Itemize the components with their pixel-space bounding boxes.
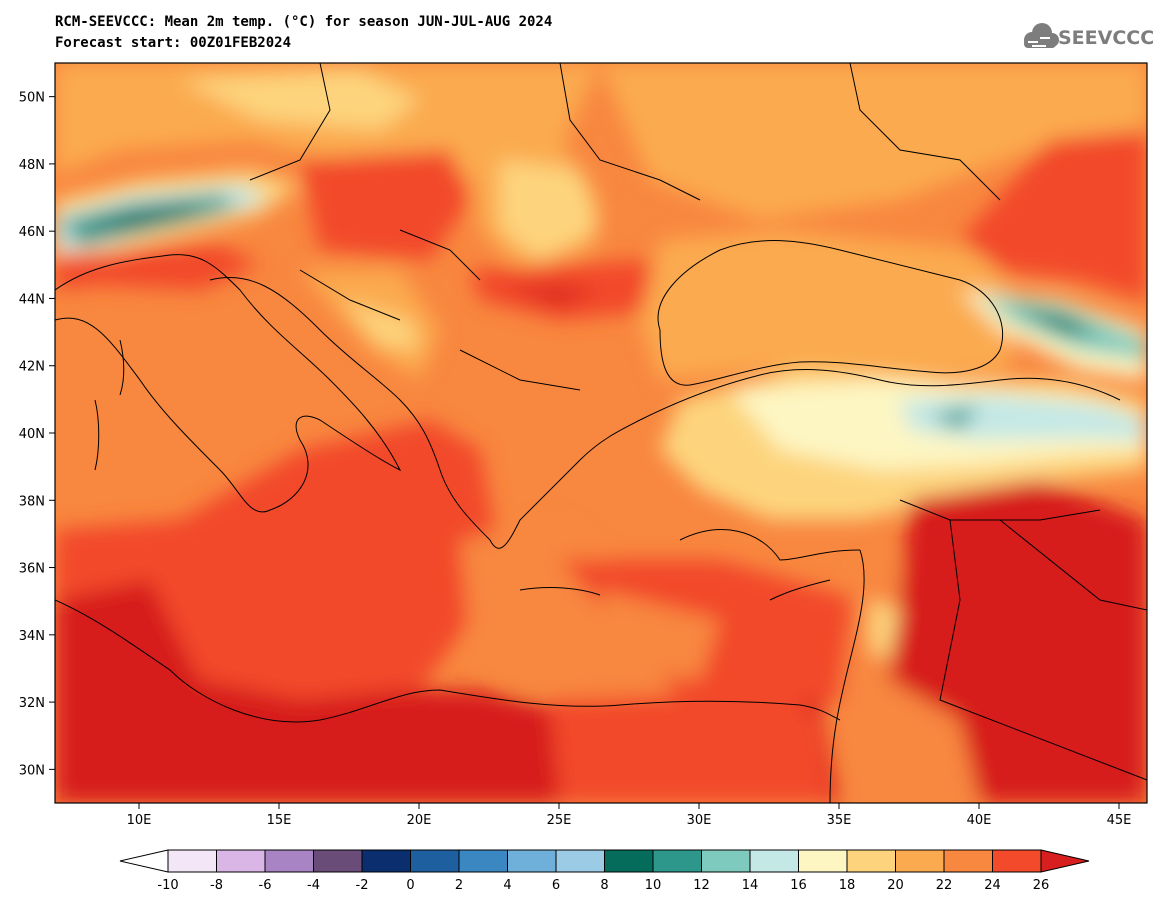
- colorbar-swatch: [943, 849, 993, 873]
- colorbar-under-triangle: [119, 849, 169, 873]
- colorbar-swatch: [555, 849, 605, 873]
- colorbar-label: 2: [455, 878, 463, 893]
- lon-tick-label: 35E: [827, 813, 852, 828]
- colorbar-label: -4: [307, 878, 320, 893]
- coastlines: [55, 63, 1147, 803]
- colorbar-label: 0: [406, 878, 414, 893]
- colorbar-label: -6: [259, 878, 272, 893]
- colorbar-label: 18: [839, 878, 856, 893]
- lat-tick-label: 34N: [19, 629, 45, 644]
- logo-text: SEEVCCC: [1058, 27, 1155, 49]
- colorbar-swatch: [846, 849, 896, 873]
- lat-tick-label: 42N: [19, 360, 45, 375]
- lat-tick-label: 46N: [19, 225, 45, 240]
- chart-title: RCM-SEEVCCC: Mean 2m temp. (°C) for seas…: [55, 14, 553, 30]
- colorbar-label: -2: [356, 878, 369, 893]
- lon-tick-label: 20E: [407, 813, 432, 828]
- lon-tick-label: 30E: [687, 813, 712, 828]
- lon-tick-label: 15E: [267, 813, 292, 828]
- colorbar-swatch: [992, 849, 1042, 873]
- lon-tick-label: 40E: [967, 813, 992, 828]
- colorbar-label: 12: [693, 878, 710, 893]
- colorbar-label: -8: [210, 878, 223, 893]
- colorbar-swatch: [604, 849, 654, 873]
- temperature-field: [55, 63, 1147, 803]
- lon-tick-label: 45E: [1107, 813, 1132, 828]
- colorbar-label: 22: [936, 878, 953, 893]
- forecast-start-label: Forecast start: 00Z01FEB2024: [55, 35, 292, 51]
- colorbar-label: 14: [742, 878, 759, 893]
- cloud-icon: [1024, 23, 1059, 48]
- lat-tick-label: 36N: [19, 562, 45, 577]
- colorbar-swatch: [507, 849, 557, 873]
- colorbar-swatch: [216, 849, 266, 873]
- colorbar-over-triangle: [1040, 849, 1090, 873]
- colorbar-label: 8: [600, 878, 608, 893]
- colorbar-swatch: [313, 849, 363, 873]
- lat-tick-label: 40N: [19, 427, 45, 442]
- lat-tick-label: 50N: [19, 91, 45, 106]
- colorbar-swatch: [895, 849, 945, 873]
- colorbar-label: 6: [552, 878, 560, 893]
- lat-tick-label: 44N: [19, 292, 45, 307]
- colorbar: -10 -8 -6 -4 -2 0 2 4 6 8 10 12 14 16 18 20 22 24 26: [119, 849, 1090, 893]
- lat-tick-label: 38N: [19, 494, 45, 509]
- lat-tick-label: 30N: [19, 763, 45, 778]
- colorbar-label: 26: [1033, 878, 1050, 893]
- colorbar-swatch: [264, 849, 314, 873]
- lon-tick-label: 10E: [127, 813, 152, 828]
- colorbar-swatch: [701, 849, 751, 873]
- colorbar-swatch: [458, 849, 508, 873]
- colorbar-swatch: [652, 849, 702, 873]
- colorbar-swatch: [749, 849, 799, 873]
- colorbar-label: -10: [157, 878, 178, 893]
- colorbar-label: 24: [984, 878, 1001, 893]
- lat-tick-label: 48N: [19, 158, 45, 173]
- colorbar-swatch: [798, 849, 848, 873]
- axes: 10E 15E 20E 25E 30E 35E 40E 45E 30N 32N 34N 36N 38N 4…: [19, 91, 1132, 828]
- colorbar-swatch: [410, 849, 460, 873]
- lat-tick-label: 32N: [19, 696, 45, 711]
- colorbar-label: 16: [790, 878, 807, 893]
- colorbar-label: 4: [503, 878, 511, 893]
- colorbar-swatch: [167, 849, 217, 873]
- lon-tick-label: 25E: [547, 813, 572, 828]
- colorbar-label: 20: [887, 878, 904, 893]
- colorbar-label: 10: [645, 878, 662, 893]
- colorbar-swatch: [361, 849, 411, 873]
